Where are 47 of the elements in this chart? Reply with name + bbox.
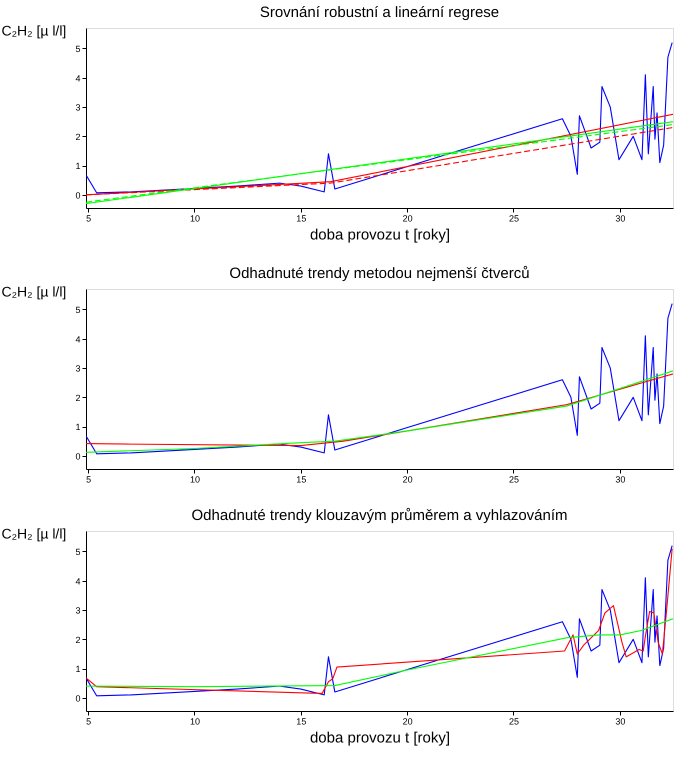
y-tick-label: 4 <box>75 576 80 586</box>
y-tick-label: 0 <box>75 693 80 704</box>
x-tick-label: 25 <box>508 474 519 484</box>
y-tick-label: 1 <box>75 161 80 172</box>
line-series <box>86 303 673 454</box>
x-tick-label: 15 <box>296 716 306 726</box>
x-tick-label: 30 <box>615 716 626 726</box>
x-tick-label: 25 <box>508 214 519 224</box>
x-tick-label: 30 <box>615 214 626 224</box>
y-tick-label: 4 <box>75 334 80 344</box>
y-tick-label: 5 <box>75 546 80 557</box>
x-tick-label: 30 <box>615 474 626 484</box>
line-series <box>86 618 673 688</box>
y-tick-label: 1 <box>75 422 80 432</box>
x-tick-label: 20 <box>402 214 413 224</box>
x-tick-label: 10 <box>190 716 200 726</box>
y-tick-label: 4 <box>75 73 80 84</box>
y-tick-label: 2 <box>75 392 80 403</box>
chart-title: Srovnání robustní a lineární regrese <box>260 4 500 21</box>
x-tick-label: 20 <box>402 716 413 726</box>
x-tick-label: 15 <box>296 474 306 484</box>
y-tick-label: 3 <box>75 364 80 374</box>
chart-title: Odhadnuté trendy metodou nejmenší čtverců <box>229 265 530 282</box>
chart-title: Odhadnuté trendy klouzavým průměrem a vyhlazováním <box>191 507 568 524</box>
y-tick-label: 0 <box>75 190 80 200</box>
x-tick-label: 5 <box>86 214 92 224</box>
x-tick-label: 5 <box>86 474 92 484</box>
y-tick-label: 2 <box>75 132 80 142</box>
x-axis-title: doba provozu t [roky] <box>310 730 450 746</box>
y-tick-label: 1 <box>75 664 80 674</box>
y-tick-label: 5 <box>75 44 80 54</box>
x-tick-label: 10 <box>190 474 200 484</box>
y-axis-title: C₂H₂ [µ l/l] <box>2 526 66 542</box>
y-tick-label: 2 <box>75 634 80 645</box>
y-axis-title: C₂H₂ [µ l/l] <box>2 284 66 300</box>
y-axis-title: C₂H₂ [µ l/l] <box>2 22 66 38</box>
y-tick-label: 5 <box>75 304 80 315</box>
y-tick-label: 3 <box>75 606 80 616</box>
y-tick-label: 3 <box>75 102 80 113</box>
x-tick-label: 10 <box>190 214 200 224</box>
y-tick-label: 0 <box>75 451 80 462</box>
x-tick-label: 5 <box>86 716 92 726</box>
x-tick-label: 25 <box>508 716 519 726</box>
x-tick-label: 15 <box>296 214 306 224</box>
line-series <box>86 42 673 194</box>
x-tick-label: 20 <box>402 474 413 484</box>
x-axis-title: doba provozu t [roky] <box>310 226 450 244</box>
